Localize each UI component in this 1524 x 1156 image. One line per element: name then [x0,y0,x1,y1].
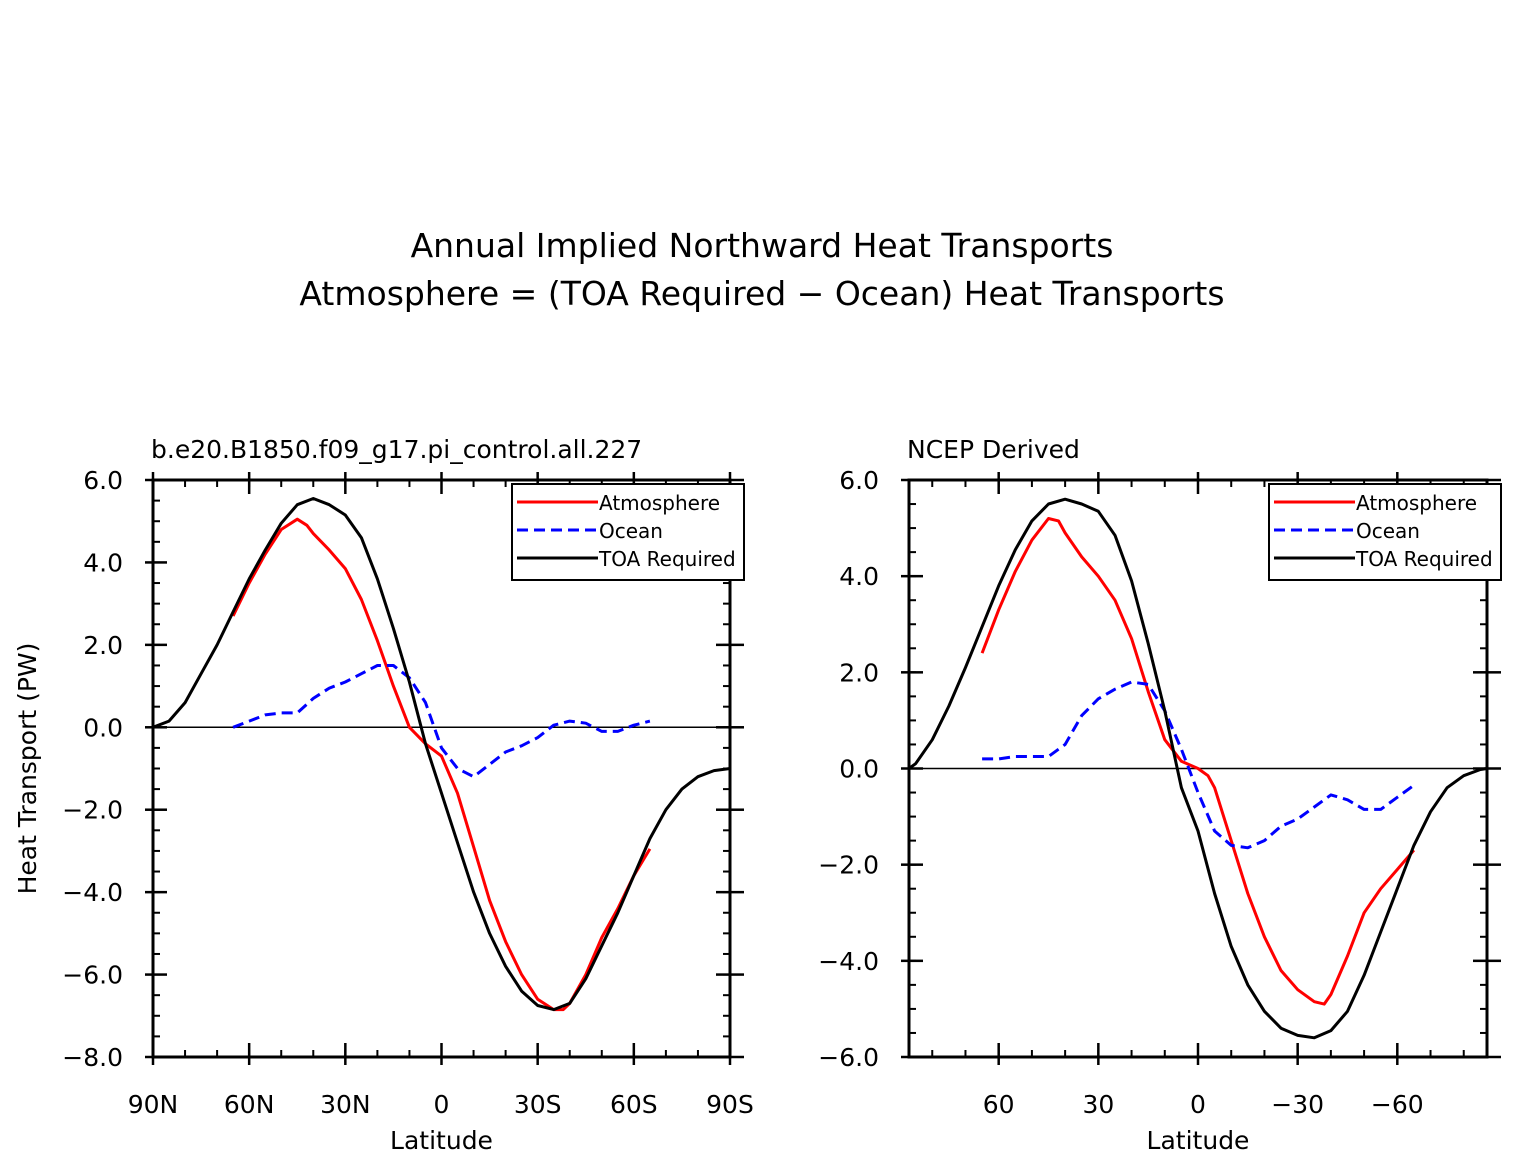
series-line-toa-required [152,497,731,1012]
y-tick-label: 2.0 [83,631,123,660]
legend-label-atmosphere: Atmosphere [1356,491,1477,515]
x-tick-label: 90N [128,1090,179,1119]
legend: Atmosphere Ocean TOA Required [1268,483,1502,581]
series-line-ocean [232,664,651,779]
y-tick-label: 6.0 [83,466,123,495]
y-tick-label: −6.0 [62,961,123,990]
legend-label-atmosphere: Atmosphere [599,491,720,515]
legend: Atmosphere Ocean TOA Required [511,483,745,581]
x-tick-label: −60 [1371,1090,1424,1119]
legend-label-ocean: Ocean [1356,519,1420,543]
x-tick-label: 30S [514,1090,562,1119]
x-axis-label: Latitude [390,1126,493,1155]
y-tick-label: 2.0 [839,658,879,687]
x-tick-label: 0 [434,1090,450,1119]
plot-frame [907,478,1489,1059]
series-line-atmosphere [980,517,1416,1006]
chart-panel-2: 60 30 0 −30 −60 −6.0 −4.0 −2.0 0.0 2.0 4.0 6.0 NCEP … [818,435,1502,1155]
main-title: Annual Implied Northward Heat Transports… [0,222,1524,318]
x-tick-label: 90S [706,1090,754,1119]
series-line-atmosphere [231,517,652,1012]
legend-box [1268,483,1502,581]
y-tick-label: −8.0 [62,1043,123,1072]
y-tick-label: 4.0 [839,562,879,591]
series-line-toa-required [908,497,1488,1040]
main-title-line1: Annual Implied Northward Heat Transports [410,226,1114,265]
x-tick-label: 60S [610,1090,658,1119]
x-tick-label: 0 [1190,1090,1206,1119]
y-tick-label: 0.0 [83,713,123,742]
x-tick-label: 60N [224,1090,275,1119]
legend-label-toa-required: TOA Required [1355,547,1493,571]
x-tick-label: 30N [320,1090,371,1119]
x-tick-label: 30 [1082,1090,1114,1119]
y-tick-label: 6.0 [839,466,879,495]
y-axis-label: Heat Transport (PW) [13,643,42,895]
y-tick-label: −4.0 [62,878,123,907]
y-tick-label: −2.0 [818,851,879,880]
plot-frame [151,478,732,1059]
y-tick-label: 4.0 [83,548,123,577]
y-tick-label: 0.0 [839,755,879,784]
y-tick-label: −2.0 [62,796,123,825]
main-title-line2: Atmosphere = (TOA Required − Ocean) Heat… [299,274,1225,313]
series-line-ocean [982,680,1415,850]
legend-box [511,483,745,581]
legend-label-ocean: Ocean [599,519,663,543]
y-tick-label: −6.0 [818,1043,879,1072]
panel-title: NCEP Derived [907,435,1080,464]
panel-title: b.e20.B1850.f09_g17.pi_control.all.227 [151,435,642,464]
y-tick-label: −4.0 [818,947,879,976]
x-tick-label: −30 [1271,1090,1324,1119]
x-tick-label: 60 [983,1090,1015,1119]
legend-label-toa-required: TOA Required [598,547,736,571]
chart-panel-1: 90N 60N 30N 0 30S 60S 90S −8.0 −6.0 −4.0 −2.0 0.0 2.… [13,435,754,1155]
x-axis-label: Latitude [1147,1126,1250,1155]
